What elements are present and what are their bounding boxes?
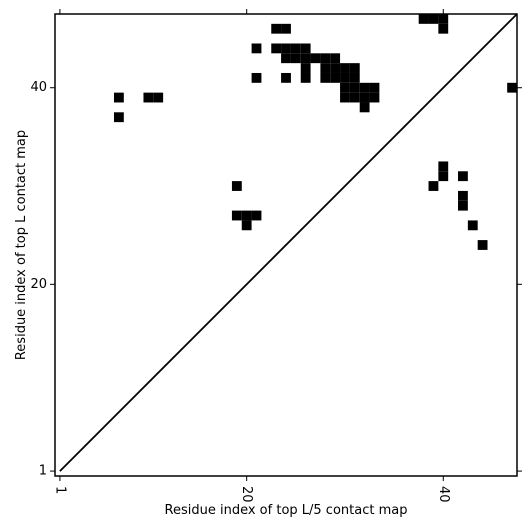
contact-cell	[340, 92, 350, 103]
contact-cell	[113, 112, 124, 123]
contact-cell	[300, 53, 311, 64]
contact-cell	[340, 63, 350, 73]
contact-cell	[271, 43, 282, 54]
contact-cell	[349, 92, 360, 103]
contact-cell	[290, 43, 301, 54]
contact-cell	[438, 171, 449, 182]
x-tick-label: 1	[52, 486, 67, 494]
contact-cell	[281, 72, 291, 83]
contact-cell	[458, 190, 468, 201]
contact-cell	[320, 53, 331, 64]
y-axis-label: Residue index of top L contact map	[14, 130, 29, 360]
contact-cells	[113, 14, 517, 250]
y-tick-label: 20	[30, 277, 47, 292]
contact-cell	[113, 92, 124, 103]
contact-cell	[300, 43, 311, 54]
contact-cell	[320, 72, 331, 83]
contact-cell	[310, 53, 321, 64]
contact-cell	[467, 220, 478, 231]
contact-cell	[251, 43, 262, 54]
contact-cell	[281, 43, 291, 54]
contact-cell	[241, 220, 252, 231]
contact-cell	[231, 181, 242, 191]
contact-cell	[458, 171, 468, 182]
contact-cell	[369, 82, 380, 93]
contact-cell	[418, 14, 429, 24]
contact-cell	[271, 23, 282, 34]
contact-cell	[369, 92, 380, 103]
contact-cell	[507, 82, 517, 93]
contact-cell	[320, 63, 331, 73]
contact-cell	[359, 92, 370, 103]
contact-cell	[300, 63, 311, 73]
contact-cell	[428, 14, 439, 24]
contact-cell	[477, 240, 488, 250]
x-tick-label: 40	[436, 486, 451, 503]
contact-cell	[330, 72, 341, 83]
contact-cell	[153, 92, 164, 103]
plot-frame	[54, 13, 518, 477]
contact-cell	[438, 14, 449, 24]
x-tick-label: 20	[239, 486, 254, 503]
axis-ticks: 1 20 40 1 20 40	[30, 9, 522, 503]
contact-cell	[231, 210, 242, 221]
contact-cell	[349, 63, 360, 73]
contact-cell	[340, 72, 350, 83]
contact-cell	[458, 200, 468, 211]
contact-cell	[251, 210, 262, 221]
contact-cell	[340, 82, 350, 93]
contact-cell	[438, 161, 449, 172]
contact-cell	[438, 23, 449, 34]
contact-cell	[290, 53, 301, 64]
contact-cell	[359, 82, 370, 93]
contact-cell	[330, 63, 341, 73]
contact-cell	[241, 210, 252, 221]
contact-cell	[143, 92, 154, 103]
contact-cell	[330, 53, 341, 64]
contact-cell	[428, 181, 439, 191]
contact-cell	[349, 72, 360, 83]
y-tick-label: 1	[39, 464, 47, 479]
contact-cell	[281, 23, 291, 34]
diagonal-line	[59, 13, 518, 472]
contact-cell	[281, 53, 291, 64]
contact-cell	[300, 72, 311, 83]
x-axis-label: Residue index of top L/5 contact map	[165, 503, 408, 518]
contact-cell	[359, 102, 370, 113]
contact-cell	[251, 72, 262, 83]
y-tick-label: 40	[30, 80, 47, 95]
contact-cell	[349, 82, 360, 93]
